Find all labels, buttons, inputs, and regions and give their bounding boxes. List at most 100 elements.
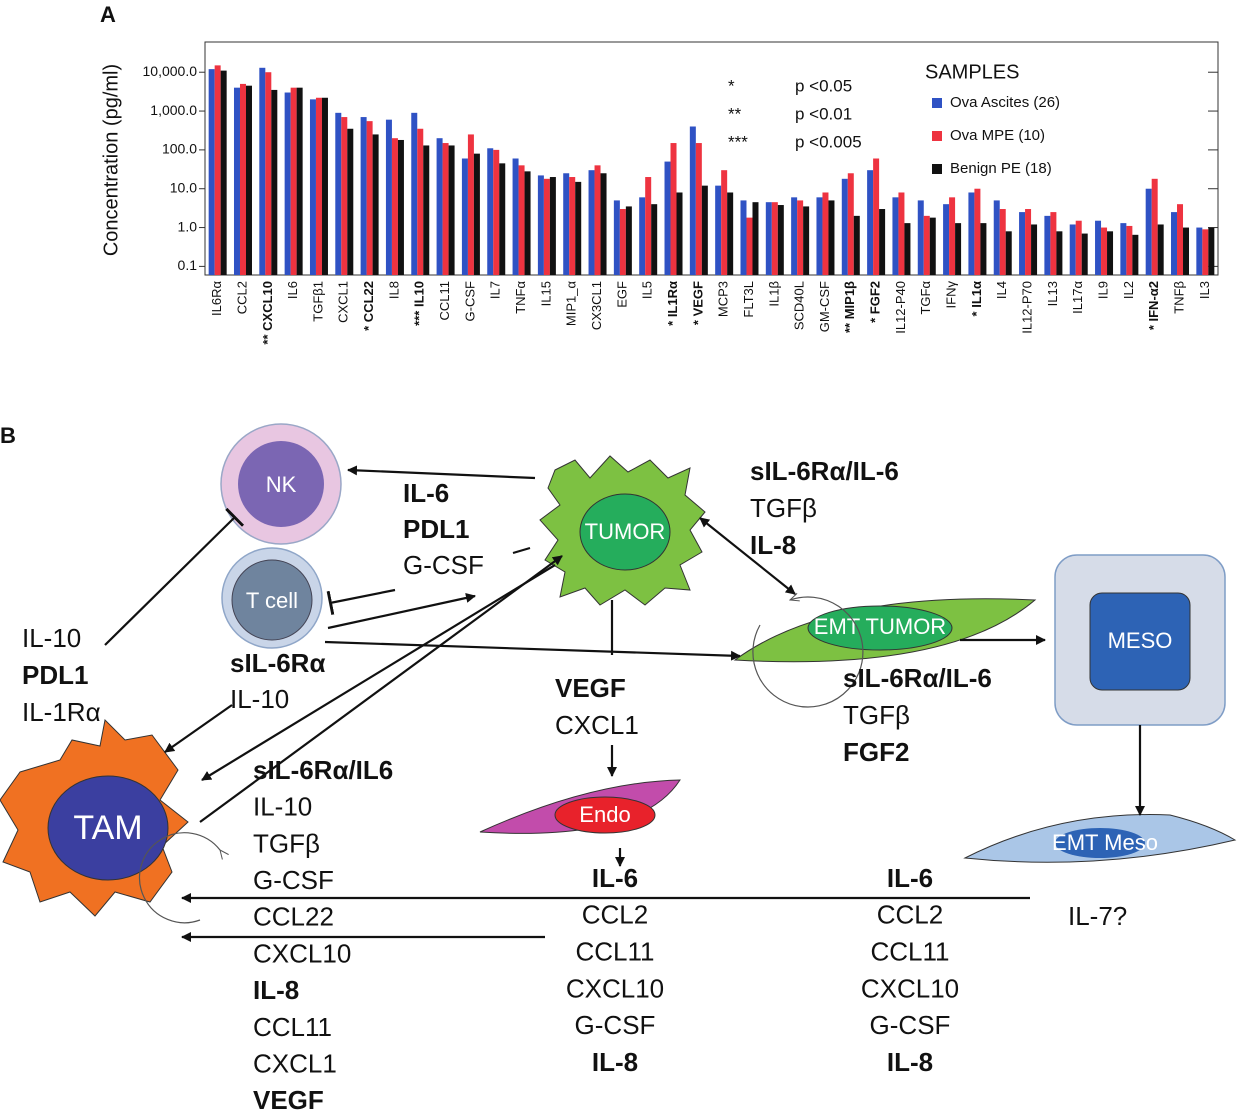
- bar: [347, 128, 354, 275]
- arrow: [199, 555, 563, 823]
- x-tick-label: SCD40L: [792, 281, 807, 330]
- bar: [670, 143, 677, 275]
- diagram-label: sIL-6Rα/IL-6: [843, 663, 992, 693]
- x-tick-label: MIP1_α: [564, 281, 579, 327]
- bar: [625, 206, 632, 275]
- diagram-label: CCL2: [582, 900, 648, 930]
- bar: [366, 121, 373, 275]
- diagram-label: CXCL10: [861, 973, 959, 1003]
- diagram-label: FGF2: [843, 737, 909, 767]
- tumor-nucleus: [579, 493, 671, 571]
- x-tick-label: IL4: [994, 281, 1009, 299]
- bar: [271, 89, 278, 276]
- diagram-label: IL-6: [403, 478, 449, 508]
- diagram-label: IL-8: [253, 975, 299, 1005]
- t-cell-nucleus: [231, 559, 313, 641]
- x-tick-label: * IL1Rα: [665, 281, 680, 326]
- diagram-label: TGFβ: [750, 493, 817, 523]
- panel-label: A: [100, 2, 116, 27]
- bar: [822, 192, 829, 275]
- x-tick-label: IL5: [640, 281, 655, 299]
- arrow: [347, 465, 536, 480]
- bar: [955, 223, 962, 275]
- bar: [259, 67, 266, 276]
- bar: [220, 70, 227, 275]
- bar: [594, 165, 601, 275]
- bar: [1025, 209, 1032, 275]
- x-tick-label: TGFα: [918, 281, 933, 315]
- bar: [341, 117, 348, 276]
- bar: [1208, 227, 1215, 275]
- y-axis-label: Concentration (pg/ml): [100, 64, 122, 256]
- legend-swatch: [932, 131, 942, 141]
- meso-nucleus: [1089, 592, 1191, 691]
- bar: [518, 165, 525, 275]
- diagram-label: PDL1: [22, 660, 88, 690]
- x-tick-label: IL6Rα: [209, 281, 224, 316]
- bar: [645, 177, 652, 275]
- annotation: **: [728, 104, 742, 123]
- diagram-label: sIL-6Rα/IL-6: [750, 456, 899, 486]
- bar: [765, 202, 772, 275]
- endo-nucleus: [554, 796, 656, 834]
- diagram-label: sIL-6Rα/IL6: [253, 755, 393, 785]
- annotation: ***: [728, 132, 748, 151]
- diagram-label: VEGF: [253, 1085, 324, 1115]
- bar: [1019, 212, 1026, 275]
- diagram-label: G-CSF: [870, 1010, 951, 1040]
- bar: [473, 153, 480, 275]
- cell-label: MESO: [1108, 628, 1173, 653]
- diagram-label: CCL22: [253, 902, 334, 932]
- diagram-label: CXCL1: [555, 710, 639, 740]
- bar: [1126, 225, 1133, 275]
- legend-swatch: [932, 98, 942, 108]
- bar: [791, 197, 798, 275]
- inhibition: [326, 588, 396, 615]
- nk-nucleus: [238, 441, 324, 527]
- x-tick-label: IL9: [1095, 281, 1110, 299]
- bar: [1005, 231, 1012, 275]
- bar: [1157, 224, 1164, 275]
- diagram-label: TGFβ: [843, 700, 910, 730]
- diagram-label: IL-10: [230, 684, 289, 714]
- bar: [639, 197, 646, 275]
- bar: [423, 145, 430, 275]
- y-tick-label: 0.1: [178, 257, 198, 273]
- bar: [1132, 234, 1139, 275]
- x-tick-label: IL1β: [766, 281, 781, 307]
- bar: [993, 200, 1000, 275]
- bar: [575, 181, 582, 275]
- cell-label: EMT TUMOR: [814, 614, 946, 639]
- diagram-label: IL-10: [253, 792, 312, 822]
- annotation: p <0.05: [795, 76, 852, 95]
- bar: [968, 192, 975, 275]
- x-tick-label: * IFN-α2: [1146, 281, 1161, 330]
- diagram-label: IL-1Rα: [22, 697, 101, 727]
- bar: [664, 161, 671, 275]
- bar: [1177, 204, 1184, 275]
- y-tick-label: 1,000.0: [150, 102, 197, 118]
- x-tick-label: IL3: [1197, 281, 1212, 299]
- bar: [1151, 178, 1158, 275]
- bar: [853, 215, 860, 275]
- bar: [360, 117, 367, 276]
- annotation: p <0.01: [795, 104, 852, 123]
- bar: [385, 119, 392, 276]
- bar: [569, 177, 576, 275]
- autocrine-loop: [138, 832, 220, 924]
- bar: [290, 87, 297, 276]
- bar: [943, 204, 950, 275]
- bar: [740, 200, 747, 275]
- bar: [239, 83, 246, 275]
- bar: [949, 197, 956, 275]
- bar: [335, 112, 342, 275]
- arrow: [327, 593, 476, 630]
- bar: [1081, 233, 1088, 275]
- x-tick-label: IL7: [488, 281, 503, 299]
- legend-label: Ova MPE (10): [950, 127, 1045, 144]
- bar: [771, 202, 778, 275]
- bar: [1050, 212, 1057, 275]
- bar: [537, 175, 544, 275]
- bar: [549, 177, 556, 275]
- diagram-label: IL-10: [22, 623, 81, 653]
